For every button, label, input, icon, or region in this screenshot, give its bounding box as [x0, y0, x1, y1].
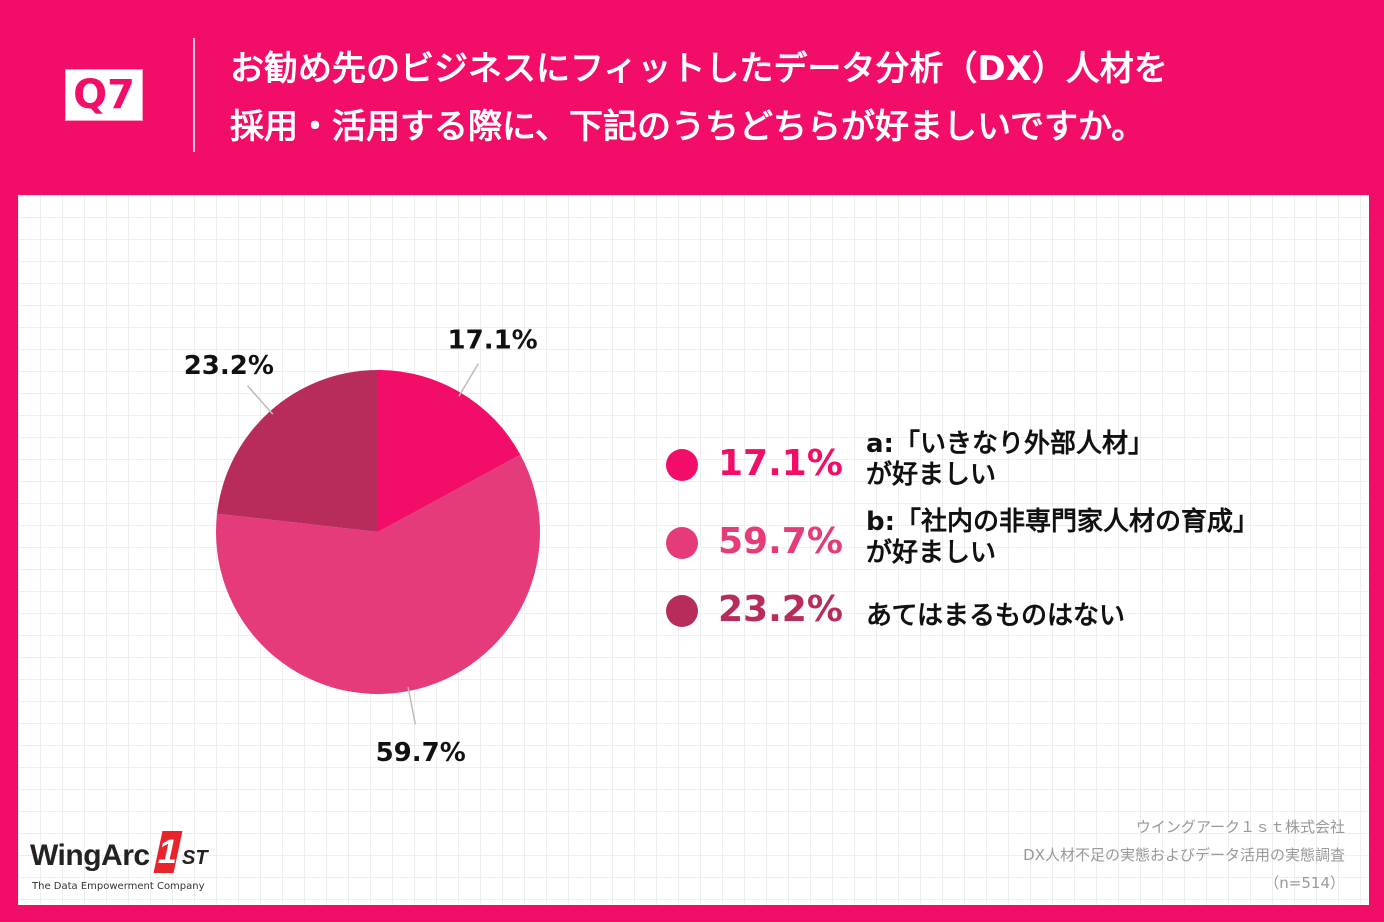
source-sample-size: （n=514） — [1264, 874, 1345, 892]
question-number-badge: Q7 — [66, 70, 142, 120]
header-divider — [193, 38, 195, 152]
question-text: お勧め先のビジネスにフィットしたデータ分析（DX）人材を 採用・活用する際に、下… — [230, 40, 1360, 156]
pie-chart: 17.1% 59.7% 23.2% — [184, 326, 540, 768]
pie-slice-a — [378, 370, 521, 532]
logo-name: WingArc — [30, 839, 150, 872]
logo-one-mark: 1 — [153, 831, 183, 873]
legend-dot-a — [666, 449, 698, 481]
pie-leader-a — [458, 363, 479, 397]
pie-slice-b — [215, 454, 540, 694]
legend-dot-c — [666, 595, 698, 627]
pie-leader-b — [407, 686, 417, 725]
source-survey: DX人材不足の実態およびデータ活用の実態調査 — [1023, 846, 1345, 864]
legend-label-c-line1: あてはまるものはない — [866, 601, 1125, 631]
source-company: ウイングアーク１ｓｔ株式会社 — [1135, 818, 1345, 836]
legend-label-c: あてはまるものはない — [866, 601, 1125, 632]
question-line-1: お勧め先のビジネスにフィットしたデータ分析（DX）人材を — [230, 49, 1168, 89]
legend-label-b-line1: b:「社内の非専門家人材の育成」 — [866, 507, 1260, 537]
legend-dot-b — [666, 527, 698, 559]
legend-label-a-line2: が好ましい — [866, 460, 997, 490]
legend-label-a-line1: a:「いきなり外部人材」 — [866, 429, 1154, 459]
pie-leader-c — [246, 385, 274, 415]
legend-label-b-line2: が好ましい — [866, 538, 997, 568]
legend-percent-b: 59.7% — [718, 521, 843, 562]
header: Q7 お勧め先のビジネスにフィットしたデータ分析（DX）人材を 採用・活用する際… — [0, 0, 1384, 195]
pie-label-c: 23.2% — [184, 351, 274, 381]
logo-st: ST — [182, 847, 208, 869]
legend-label-b: b:「社内の非専門家人材の育成」 が好ましい — [866, 507, 1259, 569]
source-note: ウイングアーク１ｓｔ株式会社 DX人材不足の実態およびデータ活用の実態調査 （n… — [1023, 813, 1345, 897]
legend-percent-a: 17.1% — [718, 443, 843, 484]
legend-label-a: a:「いきなり外部人材」 が好ましい — [866, 429, 1154, 491]
pie-slice-c — [217, 370, 378, 532]
chart-panel: 17.1% 59.7% 23.2% 17.1% a:「いきなり外部人材」 が好ましい… — [18, 195, 1369, 905]
question-line-2: 採用・活用する際に、下記のうちどちらが好ましいですか。 — [230, 107, 1146, 147]
legend-percent-c: 23.2% — [718, 589, 843, 630]
wingarc-logo: WingArc 1 ST The Data Empowerment Compan… — [30, 821, 220, 901]
pie-label-a: 17.1% — [448, 326, 538, 356]
pie-label-b: 59.7% — [376, 738, 466, 768]
logo-tagline: The Data Empowerment Company — [32, 881, 205, 892]
